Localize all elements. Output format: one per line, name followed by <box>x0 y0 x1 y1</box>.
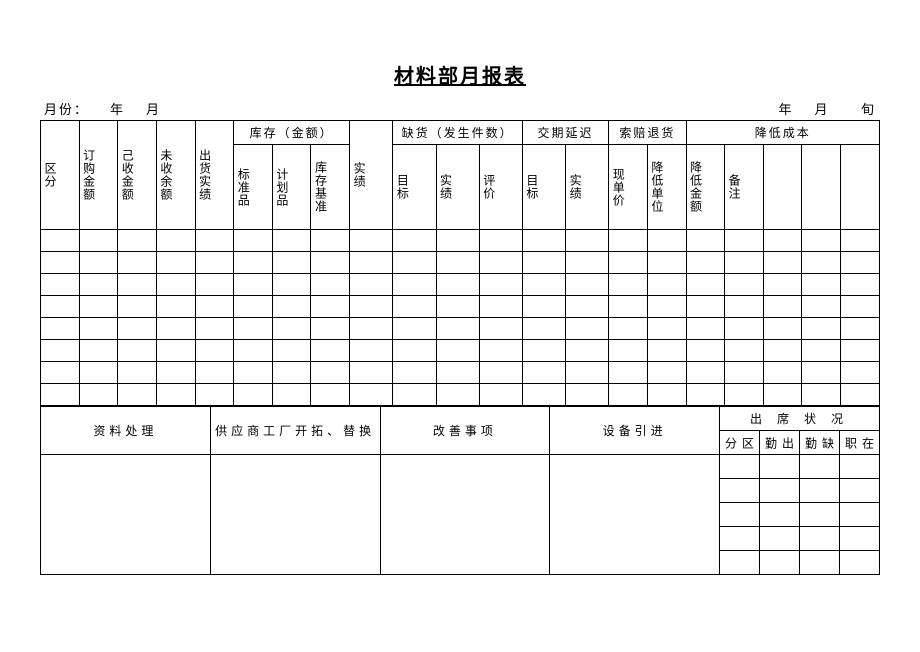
table-row <box>41 274 880 296</box>
att-row <box>720 479 760 503</box>
col-reduce-amount: 降低金额 <box>686 145 725 230</box>
col-blank2 <box>802 145 841 230</box>
col-order: 订购金额 <box>79 121 118 230</box>
att-row <box>720 527 760 551</box>
month-label: 月份： 年 月 <box>44 99 161 118</box>
table-row <box>41 384 880 406</box>
col-blank1 <box>763 145 802 230</box>
table-row <box>41 340 880 362</box>
page-title: 材料部月报表 <box>40 60 880 89</box>
att-region: 区分 <box>720 431 760 455</box>
supplier-cell <box>210 455 380 575</box>
att-row <box>720 503 760 527</box>
att-row <box>720 551 760 575</box>
section-supplier: 供应商工厂开拓、替换 <box>210 407 380 455</box>
bottom-table: 资料处理 供应商工厂开拓、替换 改善事项 设备引进 出 席 状 况 区分 出勤 … <box>40 406 880 575</box>
col-inventory-group: 库存（金额） <box>234 121 350 145</box>
data-cell <box>41 455 211 575</box>
col-inv-planned: 计划品 <box>272 145 311 230</box>
col-unreceived: 未收余额 <box>156 121 195 230</box>
table-row <box>41 296 880 318</box>
col-received: 己收金额 <box>118 121 157 230</box>
equipment-cell <box>550 455 720 575</box>
date-right: 年 月 旬 <box>778 99 876 118</box>
table-row <box>41 230 880 252</box>
col-inv-standard: 标准品 <box>234 145 273 230</box>
col-reduce-group: 降低成本 <box>686 121 879 145</box>
col-short-eval: 评价 <box>479 145 522 230</box>
att-present: 出勤 <box>760 431 800 455</box>
col-del-target: 目标 <box>522 145 565 230</box>
section-equipment: 设备引进 <box>550 407 720 455</box>
col-short-target: 目标 <box>393 145 436 230</box>
table-row <box>41 318 880 340</box>
col-del-actual: 实绩 <box>566 145 609 230</box>
col-shipment: 出货实绩 <box>195 121 234 230</box>
attendance-title: 出 席 状 况 <box>720 407 880 431</box>
col-inv-base: 库存基准 <box>311 145 350 230</box>
col-short-actual: 实绩 <box>436 145 479 230</box>
col-claim-reduce: 降低单位 <box>647 145 686 230</box>
att-absent: 缺勤 <box>800 431 840 455</box>
section-data: 资料处理 <box>41 407 211 455</box>
col-claim-unit: 现单价 <box>609 145 648 230</box>
table-row <box>41 362 880 384</box>
main-table: 区分 订购金额 己收金额 未收余额 出货实绩 库存（金额） 实绩 缺货（发生件数… <box>40 120 880 406</box>
col-reduce-note: 备注 <box>725 145 764 230</box>
col-blank3 <box>841 145 880 230</box>
col-delivery-group: 交期延迟 <box>522 121 608 145</box>
att-onjob: 在职 <box>840 431 880 455</box>
att-row <box>720 455 760 479</box>
col-region: 区分 <box>41 121 80 230</box>
date-header: 月份： 年 月 年 月 旬 <box>40 99 880 118</box>
col-shortage-group: 缺货（发生件数） <box>393 121 523 145</box>
improve-cell <box>380 455 550 575</box>
col-claim-group: 索赔退货 <box>609 121 686 145</box>
section-improve: 改善事项 <box>380 407 550 455</box>
col-actual: 实绩 <box>350 121 393 230</box>
table-row <box>41 252 880 274</box>
